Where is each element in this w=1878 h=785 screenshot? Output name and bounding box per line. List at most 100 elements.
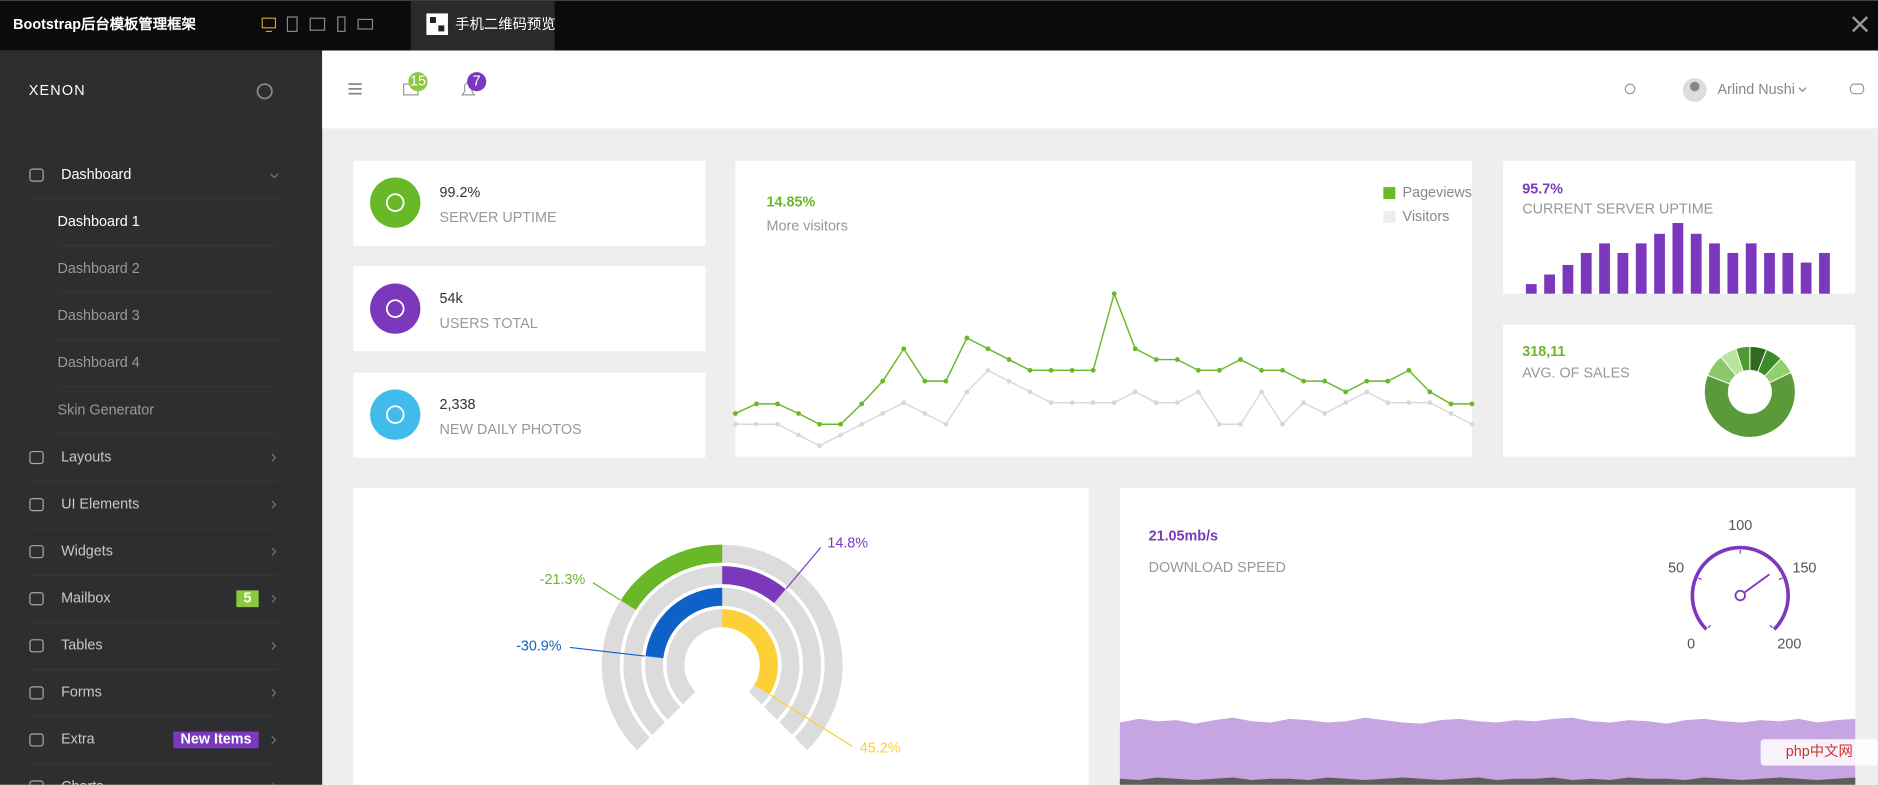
menu-icon bbox=[29, 168, 44, 182]
submenu-item[interactable]: Dashboard 4 bbox=[57, 355, 139, 371]
submenu-item[interactable]: Dashboard 3 bbox=[57, 308, 139, 324]
menu-item[interactable]: Dashboard bbox=[61, 167, 131, 183]
line-point bbox=[775, 401, 780, 407]
bar bbox=[1727, 252, 1739, 294]
charts: 99.2% SERVER UPTIME 54k USERS TOTAL 2,338 NEW… bbox=[370, 177, 1856, 785]
gauge-tick-label: 0 bbox=[1687, 636, 1695, 652]
line-point bbox=[796, 432, 801, 438]
device-desktop[interactable] bbox=[261, 17, 277, 32]
menu-toggle[interactable] bbox=[348, 83, 362, 95]
radial-label: -30.9% bbox=[516, 639, 562, 655]
stat-icon-glyph bbox=[385, 299, 405, 318]
line-point bbox=[1006, 378, 1012, 384]
line-point bbox=[943, 421, 949, 427]
line-point bbox=[732, 411, 738, 416]
submenu-item[interactable]: Dashboard 2 bbox=[57, 261, 139, 277]
gauge-tick-label: 50 bbox=[1668, 561, 1684, 577]
line-point bbox=[1132, 389, 1138, 395]
line-point bbox=[1280, 421, 1285, 427]
bar bbox=[1819, 252, 1830, 294]
device-icons[interactable] bbox=[286, 16, 374, 32]
line-point bbox=[1217, 367, 1222, 373]
line-point bbox=[1385, 400, 1391, 406]
pie-slice bbox=[1703, 371, 1796, 438]
mail-badge: 15 bbox=[410, 73, 426, 89]
menu-item[interactable]: Layouts bbox=[61, 449, 111, 465]
menu-item[interactable]: Forms bbox=[61, 685, 102, 701]
chat-icon[interactable] bbox=[1849, 83, 1865, 95]
menu-badge-bg bbox=[173, 731, 259, 749]
logo[interactable]: XENON bbox=[29, 83, 86, 99]
line-series bbox=[735, 369, 1473, 447]
menu-icon bbox=[29, 733, 44, 747]
menu-item[interactable]: Tables bbox=[61, 638, 103, 654]
stat-icon bbox=[370, 177, 421, 228]
line-point bbox=[1406, 367, 1412, 373]
line-point bbox=[1069, 400, 1075, 406]
bar bbox=[1654, 233, 1665, 294]
menu-item[interactable]: Mailbox bbox=[61, 591, 111, 607]
line-point bbox=[1153, 400, 1159, 406]
line-point bbox=[1259, 367, 1264, 373]
menu-item[interactable]: Extra bbox=[61, 732, 95, 748]
sales-title: 318,11 bbox=[1522, 344, 1565, 360]
gauge-tick bbox=[1697, 577, 1702, 581]
menu-icon bbox=[29, 639, 44, 653]
line-point bbox=[1301, 378, 1307, 384]
line-point bbox=[1343, 389, 1349, 395]
qr-tab-label[interactable]: 手机二维码预览 bbox=[455, 16, 556, 33]
menu-icon bbox=[29, 686, 44, 700]
menu-item[interactable]: Charts bbox=[61, 779, 103, 785]
radial-bar bbox=[620, 544, 723, 611]
line-point bbox=[901, 346, 907, 352]
menu-item[interactable]: UI Elements bbox=[61, 496, 139, 512]
radial-bar bbox=[721, 609, 778, 695]
speed-subtitle: DOWNLOAD SPEED bbox=[1149, 560, 1286, 576]
line-series bbox=[735, 291, 1472, 425]
menu-item[interactable]: Widgets bbox=[61, 543, 113, 559]
line-point bbox=[1048, 400, 1054, 406]
sales-subtitle: AVG. OF SALES bbox=[1522, 366, 1629, 382]
submenu-item[interactable]: Skin Generator bbox=[57, 402, 154, 418]
radial-panel bbox=[353, 487, 1089, 785]
legend-label: Visitors bbox=[1403, 209, 1450, 225]
line-point bbox=[922, 411, 928, 416]
bar bbox=[1599, 243, 1610, 294]
legend-swatch bbox=[1383, 211, 1396, 224]
stat-value: 2,338 bbox=[440, 397, 476, 413]
line-point bbox=[775, 421, 780, 427]
site-title: Bootstrap后台模板管理框架 bbox=[13, 15, 196, 33]
user-name[interactable]: Arlind Nushi bbox=[1718, 82, 1795, 98]
close-button[interactable] bbox=[1852, 16, 1869, 33]
line-point bbox=[901, 400, 907, 406]
leader-line bbox=[785, 547, 822, 590]
gauge-tick-label: 200 bbox=[1777, 636, 1801, 652]
line-point bbox=[1448, 411, 1454, 416]
uptime-subtitle: CURRENT SERVER UPTIME bbox=[1522, 202, 1713, 218]
menu-icon bbox=[29, 498, 44, 512]
qr-icon-part bbox=[438, 25, 445, 32]
line-point bbox=[754, 421, 759, 427]
line-point bbox=[1280, 367, 1285, 373]
search-icon[interactable] bbox=[1624, 83, 1636, 95]
watermark-bg bbox=[1760, 739, 1878, 766]
bell-badge-bg bbox=[467, 72, 487, 92]
line-point bbox=[964, 335, 970, 341]
submenu-item[interactable]: Dashboard 1 bbox=[57, 214, 139, 230]
line-point bbox=[1195, 389, 1201, 395]
stat-icon bbox=[370, 283, 421, 334]
settings-icon[interactable] bbox=[256, 83, 273, 100]
user-caret[interactable] bbox=[1798, 87, 1807, 93]
menu-chevron bbox=[271, 547, 277, 556]
stat-label: SERVER UPTIME bbox=[440, 210, 557, 226]
bar bbox=[1635, 243, 1647, 294]
line-point bbox=[1006, 357, 1012, 362]
visitors-subtitle: More visitors bbox=[767, 218, 848, 234]
gauge-needle bbox=[1739, 573, 1770, 597]
line-point bbox=[796, 411, 801, 416]
line-point bbox=[1427, 389, 1433, 395]
line-point bbox=[880, 411, 886, 416]
radial-label: -21.3% bbox=[540, 572, 586, 588]
legend-label: Pageviews bbox=[1403, 185, 1472, 201]
